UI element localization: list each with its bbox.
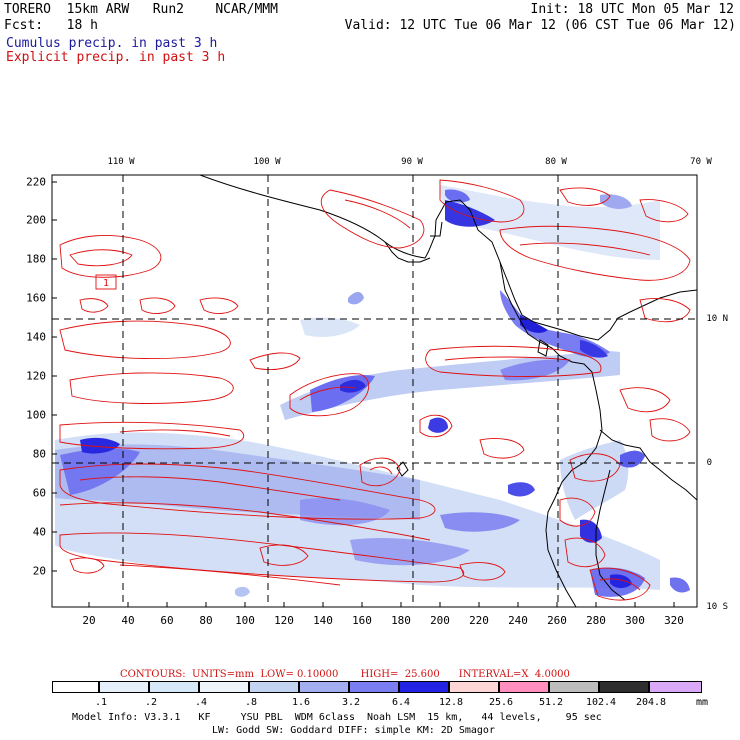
colorbar-label: 1.6	[291, 697, 311, 708]
x-tick-200: 200	[430, 614, 450, 627]
x-tick-20: 20	[82, 614, 96, 627]
lat-label-10s: 10 S	[706, 602, 728, 612]
colorbar-swatch	[499, 681, 549, 693]
x-tick-320: 320	[664, 614, 684, 627]
colorbar-swatch	[149, 681, 199, 693]
colorbar-swatch	[52, 681, 99, 693]
colorbar-swatch	[299, 681, 349, 693]
colorbar-swatch	[549, 681, 599, 693]
colorbar-swatch	[649, 681, 702, 693]
x-tick-80: 80	[199, 614, 213, 627]
contour-label: 1	[103, 278, 109, 289]
x-tick-100: 100	[235, 614, 255, 627]
model-physics: LW: Godd SW: Goddard DIFF: simple KM: 2D…	[212, 725, 495, 736]
valid-time: Valid: 12 UTC Tue 06 Mar 12 (06 CST Tue …	[344, 18, 736, 33]
y-tick-80: 80	[32, 447, 46, 461]
x-tick-240: 240	[508, 614, 528, 627]
x-tick-260: 260	[547, 614, 567, 627]
colorbar-label: .8	[244, 697, 258, 708]
x-tick-180: 180	[391, 614, 411, 627]
lon-label-80w: 80 W	[545, 157, 567, 167]
init-time: Init: 18 UTC Mon 05 Mar 12	[530, 2, 735, 17]
model-info: Model Info: V3.3.1 KF YSU PBL WDM 6class…	[72, 712, 602, 723]
y-tick-180: 180	[26, 252, 46, 266]
lon-label-110w: 110 W	[107, 157, 135, 167]
colorbar-swatch	[449, 681, 499, 693]
y-tick-140: 140	[26, 330, 46, 344]
y-tick-40: 40	[32, 525, 46, 539]
axis-ticks	[52, 181, 675, 607]
colorbar-swatch	[249, 681, 299, 693]
colorbar-label: 12.8	[438, 697, 464, 708]
colorbar-swatch	[349, 681, 399, 693]
colorbar-units: mm	[696, 697, 709, 708]
cumulus-precip-shading	[55, 185, 690, 597]
x-tick-140: 140	[313, 614, 333, 627]
y-tick-160: 160	[26, 291, 46, 305]
x-tick-40: 40	[121, 614, 135, 627]
explicit-precip-contours	[59, 179, 691, 601]
x-tick-220: 220	[469, 614, 489, 627]
map-frame	[51, 174, 698, 608]
y-tick-120: 120	[26, 369, 46, 383]
colorbar-label: 25.6	[488, 697, 514, 708]
map-content	[52, 175, 697, 607]
lat-label-0: 0	[706, 458, 712, 468]
lat-lon-grid	[52, 175, 697, 607]
y-tick-100: 100	[26, 408, 46, 422]
colorbar-label: .2	[144, 697, 158, 708]
colorbar-swatch	[199, 681, 249, 693]
x-tick-280: 280	[586, 614, 606, 627]
colorbar-label: 6.4	[391, 697, 411, 708]
x-tick-300: 300	[625, 614, 645, 627]
forecast-hour: Fcst: 18 h	[4, 18, 98, 33]
colorbar-swatch	[99, 681, 149, 693]
lon-label-90w: 90 W	[401, 157, 423, 167]
colorbar-label: 3.2	[341, 697, 361, 708]
y-tick-20: 20	[32, 564, 46, 578]
y-tick-200: 200	[26, 213, 46, 227]
y-tick-220: 220	[26, 175, 46, 189]
colorbar-label: .4	[194, 697, 208, 708]
colorbar-swatch	[599, 681, 649, 693]
lon-label-70w: 70 W	[690, 157, 712, 167]
x-tick-120: 120	[274, 614, 294, 627]
colorbar-label: 51.2	[538, 697, 564, 708]
contour-label-box	[95, 274, 117, 290]
x-tick-160: 160	[352, 614, 372, 627]
colorbar-label: .1	[94, 697, 108, 708]
legend-explicit: Explicit precip. in past 3 h	[6, 50, 226, 65]
legend-cumulus: Cumulus precip. in past 3 h	[6, 36, 218, 51]
header-title: TORERO 15km ARW Run2 NCAR/MMM	[4, 2, 278, 17]
contours-info: CONTOURS: UNITS=mm LOW= 0.10000 HIGH= 25…	[120, 669, 570, 680]
colorbar-label: 102.4	[585, 697, 617, 708]
x-tick-60: 60	[160, 614, 174, 627]
lat-label-10n: 10 N	[706, 314, 728, 324]
lon-label-100w: 100 W	[253, 157, 281, 167]
colorbar-swatch	[399, 681, 449, 693]
y-tick-60: 60	[32, 486, 46, 500]
colorbar-label: 204.8	[635, 697, 667, 708]
